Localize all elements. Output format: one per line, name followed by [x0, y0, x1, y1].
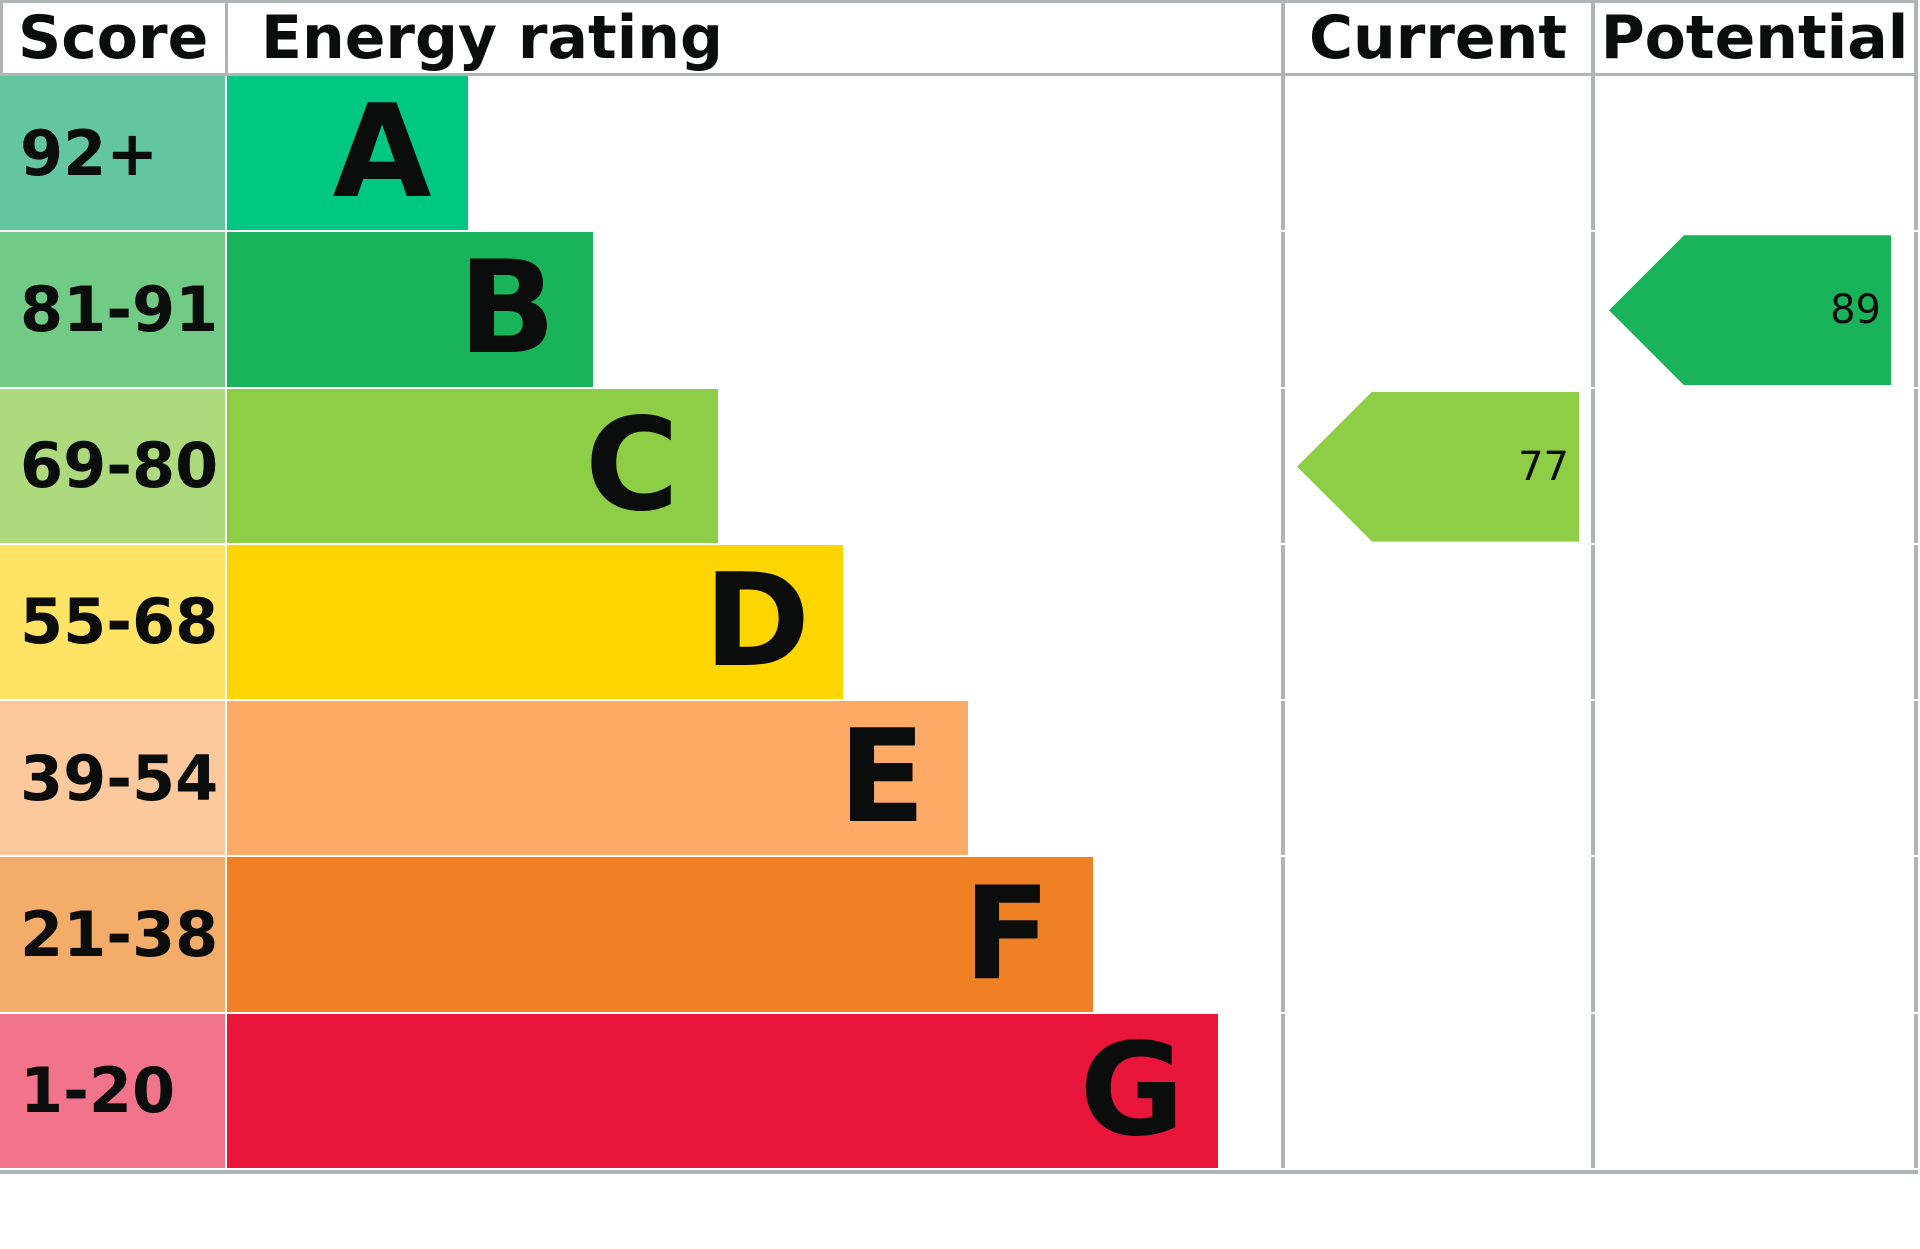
band-letter-c: C [585, 390, 679, 540]
band-bar-a: A [227, 76, 468, 231]
current-column-border [1281, 0, 1285, 1174]
potential-rating-value: 89 [1830, 287, 1881, 334]
border-top-line [0, 0, 1918, 3]
band-bar-d: D [227, 544, 843, 700]
band-bar-b: B [227, 232, 593, 387]
score-range-c: 69-80 [0, 388, 225, 543]
band-letter-f: F [963, 859, 1051, 1009]
band-row-d: 55-68 D [0, 544, 1918, 702]
score-range-d: 55-68 [0, 544, 225, 700]
current-rating-value: 77 [1518, 443, 1569, 490]
header-left-border [0, 0, 3, 76]
header-energy-rating: Energy rating [261, 3, 723, 73]
band-row-e: 39-54 E [0, 701, 1918, 858]
band-letter-a: A [332, 78, 432, 228]
score-range-a: 92+ [0, 76, 225, 231]
band-bar-c: C [227, 388, 718, 543]
band-row-g: 1-20 G [0, 1013, 1918, 1170]
band-row-b: 81-91 B [0, 232, 1918, 389]
potential-column-border [1591, 0, 1595, 1174]
band-bar-f: F [227, 857, 1093, 1012]
band-row-f: 21-38 F [0, 857, 1918, 1014]
score-range-f: 21-38 [0, 857, 225, 1012]
band-bar-g: G [227, 1013, 1218, 1168]
band-row-c: 69-80 C [0, 388, 1918, 545]
score-column-border [225, 0, 228, 76]
band-letter-e: E [838, 703, 926, 853]
rating-bands: 92+ A 81-91 B 69-80 C 55-68 D 39-54 E 21… [0, 76, 1918, 1170]
score-range-g: 1-20 [0, 1013, 225, 1168]
band-bar-e: E [227, 701, 968, 856]
header-score: Score [18, 3, 209, 73]
chart-bottom-line [0, 1170, 1918, 1174]
header-bottom-line [0, 73, 1918, 76]
header-current: Current [1308, 3, 1568, 73]
band-letter-b: B [458, 234, 556, 384]
band-letter-d: D [703, 546, 811, 696]
score-range-e: 39-54 [0, 701, 225, 856]
header-potential: Potential [1600, 3, 1909, 73]
band-row-a: 92+ A [0, 76, 1918, 233]
band-letter-g: G [1079, 1015, 1185, 1165]
score-range-b: 81-91 [0, 232, 225, 387]
right-border [1914, 0, 1918, 1174]
